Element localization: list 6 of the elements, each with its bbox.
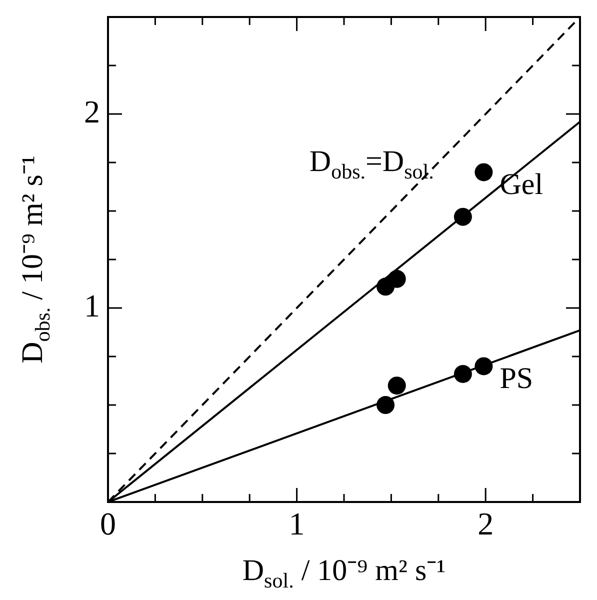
series-label: PS xyxy=(500,362,534,396)
series-label: Gel xyxy=(500,168,544,202)
y-axis-title: Dobs. / 10⁻⁹ m² s⁻¹ xyxy=(16,156,54,364)
x-tick-label: 1 xyxy=(288,505,305,542)
x-tick-label: 0 xyxy=(100,505,116,542)
x-tick-label: 2 xyxy=(478,505,494,542)
